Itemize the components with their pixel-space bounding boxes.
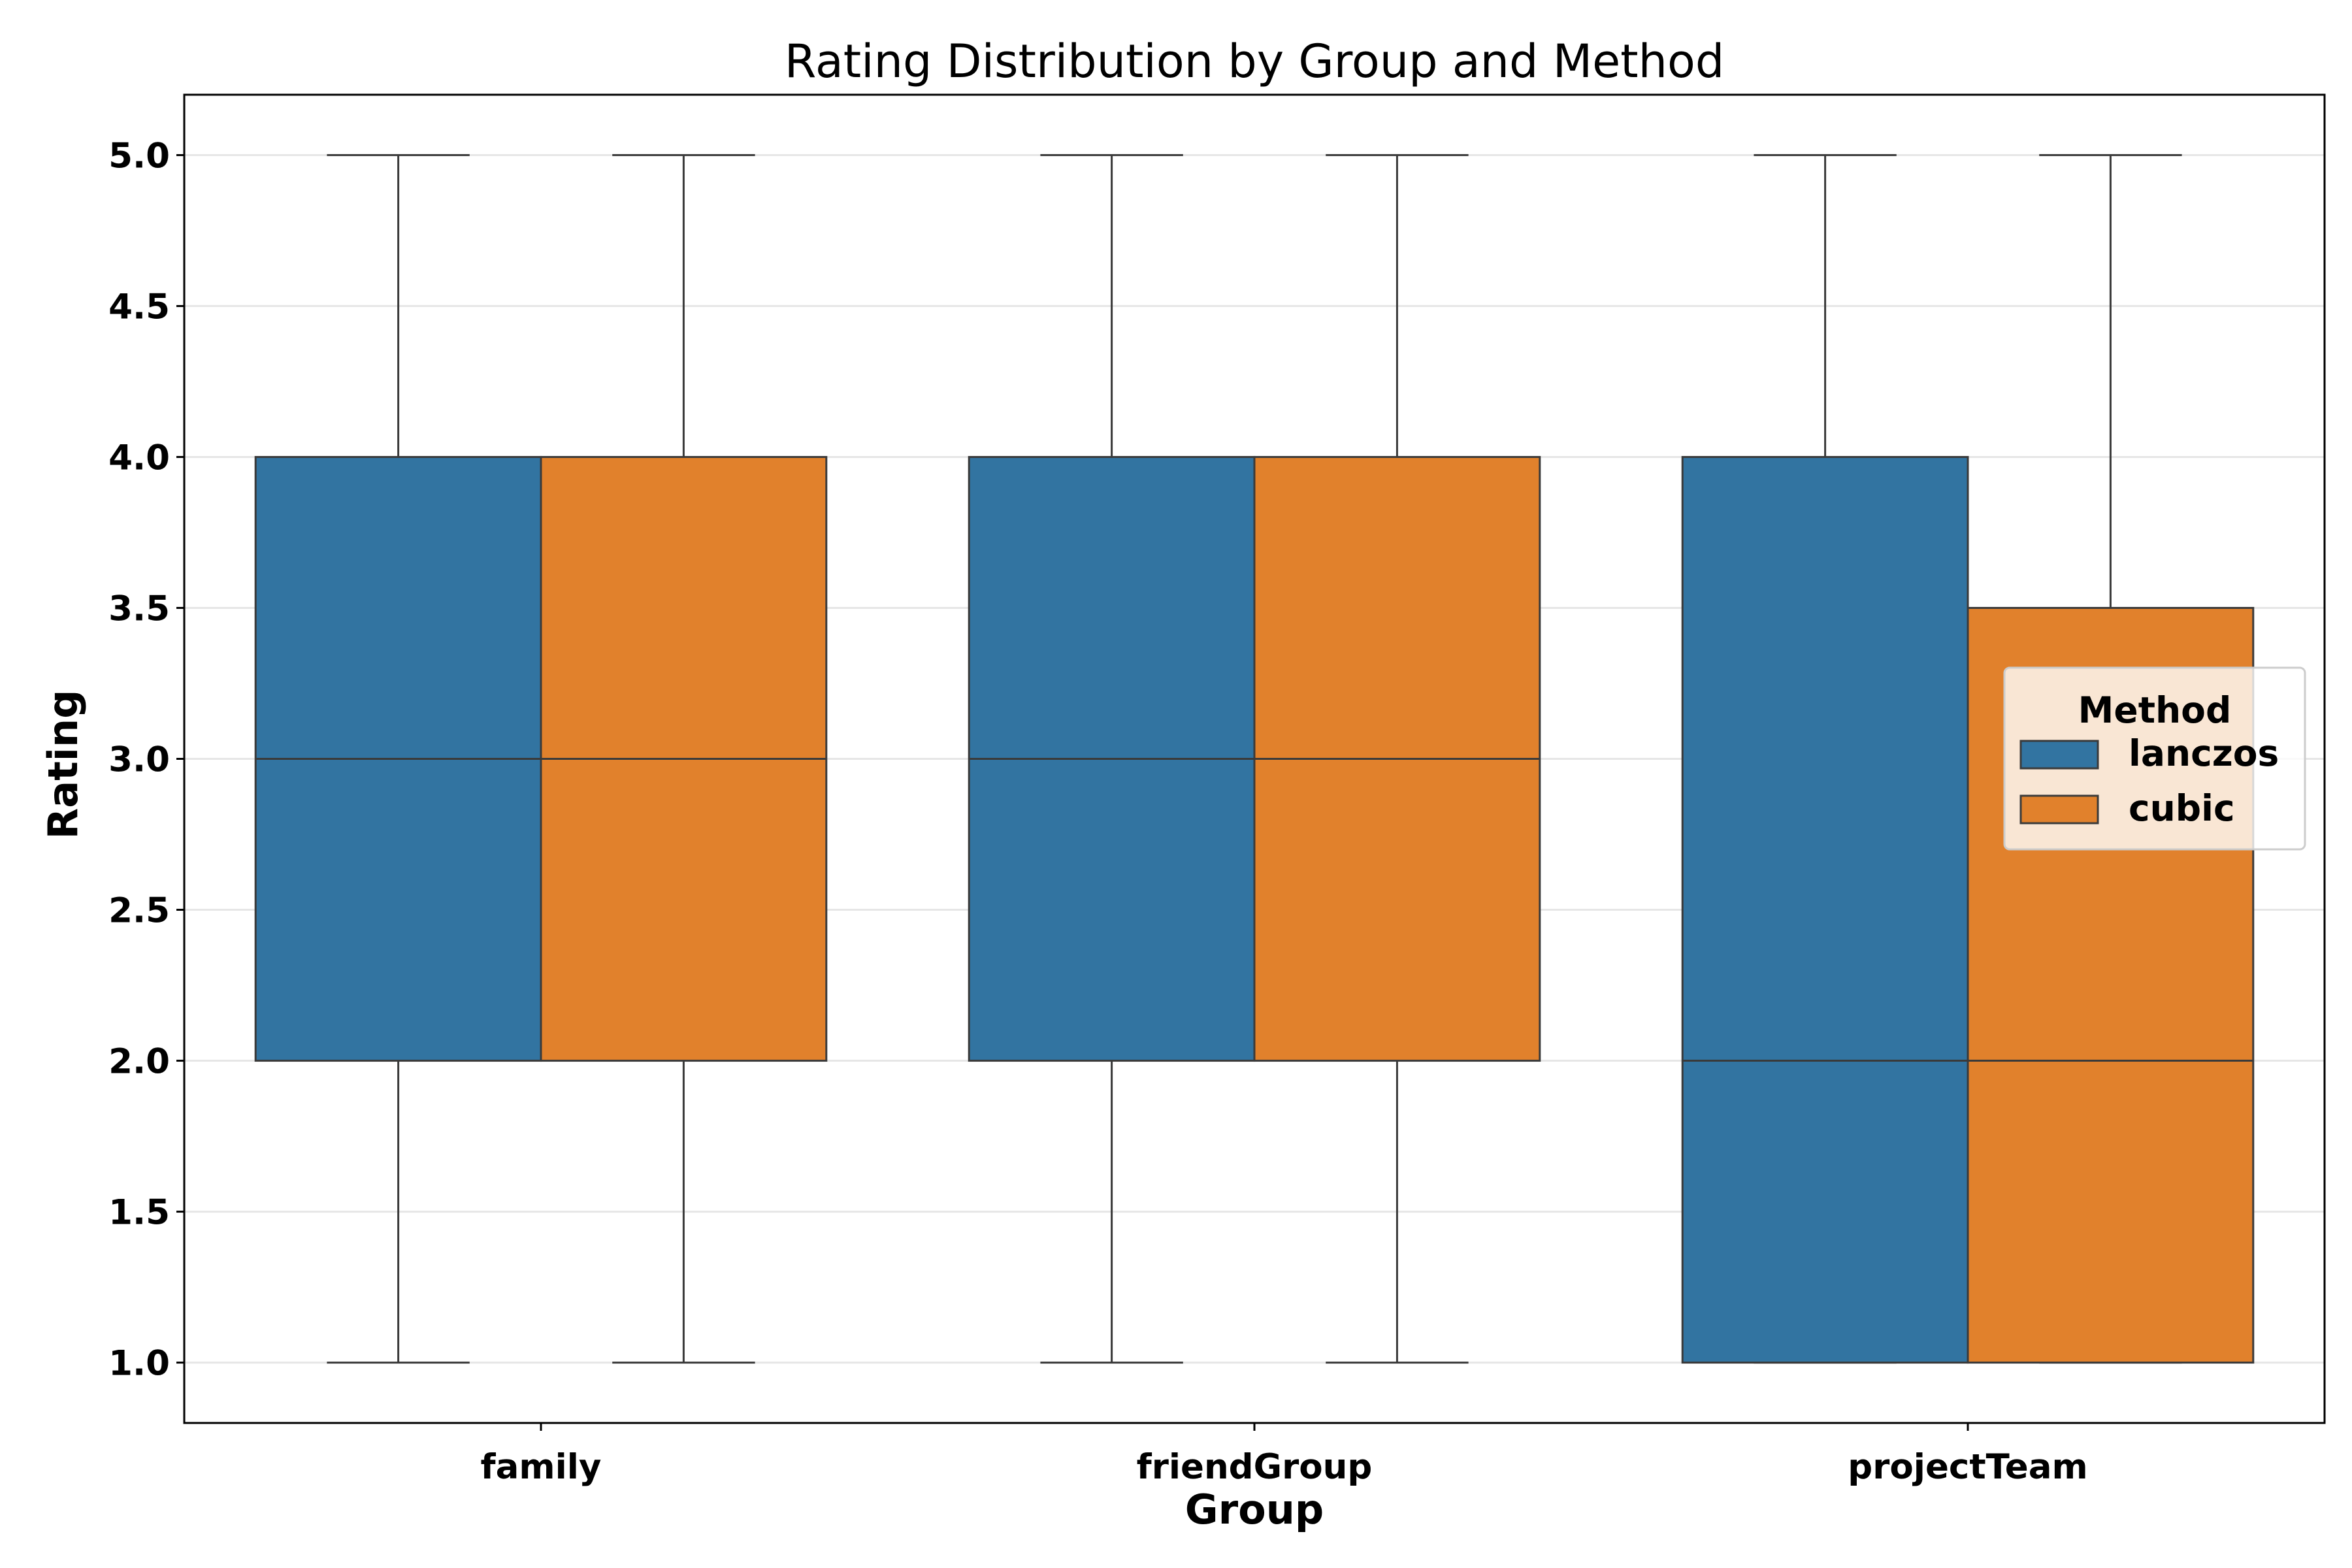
axis-ticks: 1.0 1.5 2.0 2.5 3.0 3.5 4.0 4.5 5.0 family friendG… [108,136,2088,1487]
legend-label-cubic: cubic [2129,787,2235,829]
y-tick-label: 2.5 [108,891,170,931]
box-lanczos-family [254,154,542,1364]
x-axis-label: Group [1185,1486,1324,1533]
y-tick-label: 5.0 [108,136,170,176]
iqr-box [1681,455,1969,1364]
y-axis-label: Rating [39,690,87,840]
y-tick-label: 1.5 [108,1193,170,1233]
y-tick-label: 3.0 [108,740,170,780]
y-tick-label: 4.0 [108,438,170,478]
chart-title: Rating Distribution by Group and Method [785,35,1725,88]
x-tick-label: family [481,1447,602,1487]
box-lanczos-friendGroup [968,154,1256,1364]
legend-title: Method [2078,689,2232,731]
box-cubic-friendGroup [1253,154,1541,1364]
y-tick-label: 2.0 [108,1042,170,1082]
x-tick-label: friendGroup [1137,1447,1373,1487]
x-tick-label: projectTeam [1848,1447,2087,1487]
y-tick-label: 1.0 [108,1344,170,1384]
box-cubic-family [540,154,828,1364]
box-lanczos-projectTeam [1681,154,1969,1364]
y-tick-label: 3.5 [108,589,170,629]
box-plots [254,154,2255,1364]
legend-label-lanczos: lanczos [2129,732,2279,774]
legend-swatch-cubic [2019,794,2099,825]
legend-swatch-lanczos [2019,740,2099,770]
y-tick-label: 4.5 [108,287,170,327]
